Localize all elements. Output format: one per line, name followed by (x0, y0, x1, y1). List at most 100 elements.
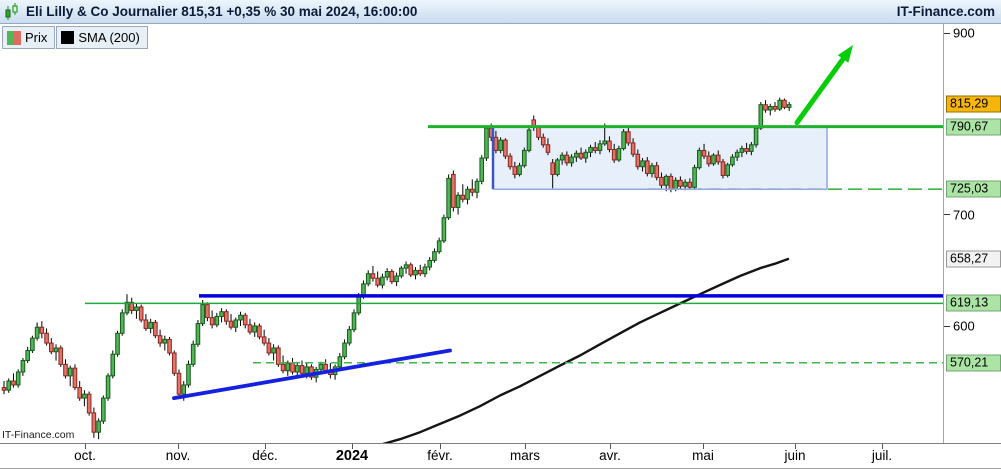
candle-bearish (129, 301, 135, 312)
candle-bearish (659, 176, 664, 186)
price-series-icon (7, 30, 21, 45)
candle-bearish (644, 160, 650, 174)
candle-bullish (588, 147, 593, 153)
x-tick-label: mai (692, 448, 714, 463)
candle-bullish (730, 156, 735, 166)
legend-price-button[interactable]: Prix (2, 26, 56, 49)
candle-bearish (536, 126, 541, 138)
y-tick-label: 600 (953, 318, 975, 334)
candle-bearish (545, 144, 551, 153)
x-tick-mark (795, 444, 796, 449)
candle-bearish (242, 314, 248, 326)
y-tick-label: 700 (953, 207, 975, 223)
candle-bullish (6, 380, 12, 391)
candle-bullish (53, 347, 59, 353)
candle-bullish (101, 397, 106, 422)
x-tick-label: avr. (599, 448, 621, 463)
candle-bullish (479, 157, 485, 182)
candle-bearish (370, 273, 376, 279)
candle-bullish (621, 131, 626, 150)
candle-bullish (574, 152, 579, 158)
candle-bearish (550, 162, 555, 175)
candle-bullish (15, 371, 21, 386)
candle-bearish (668, 175, 674, 190)
candle-bearish (58, 347, 64, 365)
candle-bearish (171, 352, 177, 374)
candle-bullish (384, 271, 390, 278)
x-tick-label: mars (510, 448, 540, 463)
candle-bullish (559, 154, 565, 161)
x-tick-mark (440, 444, 441, 449)
candle-bullish (186, 363, 191, 386)
brand-link[interactable]: IT-Finance.com (896, 4, 995, 19)
candle-bullish (115, 332, 120, 355)
candle-bullish (346, 329, 352, 344)
candle-bullish (649, 165, 655, 174)
candle-bearish (763, 104, 768, 111)
candle-bullish (786, 104, 792, 108)
candle-bullish (195, 323, 201, 345)
candle-bullish (446, 177, 451, 219)
candle-bullish (318, 363, 324, 370)
candle-bearish (417, 269, 423, 275)
candle-bullish (432, 251, 437, 261)
x-tick-label: oct. (74, 448, 96, 463)
price-badge-level: 619,13 (946, 294, 1001, 312)
candle-bullish (200, 304, 205, 325)
candle-bearish (63, 363, 68, 377)
time-axis[interactable]: oct. nov. déc. 2024 févr. mars avr. mai juin juil… (0, 443, 1001, 469)
candle-bullish (522, 149, 527, 167)
plot-area[interactable]: IT-Finance.com (0, 24, 943, 443)
price-axis[interactable]: 900 700 600 815,29 790,67 725,03 658,27 619,13 5… (943, 24, 1001, 443)
candle-bullish (356, 296, 362, 314)
candle-bullish (725, 164, 730, 176)
candle-bullish (380, 276, 385, 286)
candle-bearish (266, 342, 272, 354)
candle-bearish (564, 154, 570, 164)
candle-bearish (11, 380, 16, 386)
candle-bullish (583, 151, 589, 159)
candle-bearish (678, 179, 683, 187)
x-tick-label: déc. (252, 448, 278, 463)
y-tick-mark (944, 32, 950, 34)
candle-bearish (228, 320, 234, 328)
price-badge-level: 725,03 (946, 180, 1001, 198)
candle-bullish (304, 366, 310, 374)
candle-bullish (124, 301, 130, 314)
candle-bullish (181, 384, 187, 395)
x-tick-label: févr. (427, 448, 453, 463)
candle-bullish (25, 349, 30, 362)
candle-bearish (176, 372, 182, 395)
candle-bullish (403, 264, 409, 269)
candle-bullish (34, 326, 40, 339)
x-tick-mark (265, 444, 266, 449)
candle-bullish (436, 240, 442, 253)
candle-bearish (72, 367, 78, 389)
candle-bearish (706, 155, 712, 165)
legend-sma-button[interactable]: SMA (200) (56, 26, 148, 49)
candle-bearish (720, 161, 726, 176)
candle-bearish (323, 363, 328, 372)
legend-price-label: Prix (25, 30, 48, 45)
trendline-blue[interactable] (172, 348, 452, 401)
breakout-arrow-head[interactable] (837, 45, 853, 63)
candle-bearish (654, 165, 660, 178)
x-tick-mark (525, 444, 526, 449)
breakout-arrow-shaft[interactable] (794, 53, 848, 126)
candle-bearish (715, 154, 721, 163)
candle-bearish (290, 362, 295, 373)
candlestick-logo-icon (4, 2, 21, 21)
price-badge-level: 570,21 (946, 354, 1001, 372)
candle-bullish (555, 159, 560, 175)
candle-bearish (701, 149, 707, 157)
x-tick-mark (703, 444, 704, 449)
candle-bearish (578, 152, 584, 159)
candle-bearish (408, 264, 414, 276)
y-tick-label: 900 (953, 25, 975, 41)
candle-bullish (337, 356, 343, 368)
candle-bearish (138, 306, 144, 321)
candle-bullish (711, 154, 716, 165)
candle-bearish (91, 412, 97, 433)
candle-bearish (687, 181, 693, 188)
candle-bullish (394, 275, 399, 283)
